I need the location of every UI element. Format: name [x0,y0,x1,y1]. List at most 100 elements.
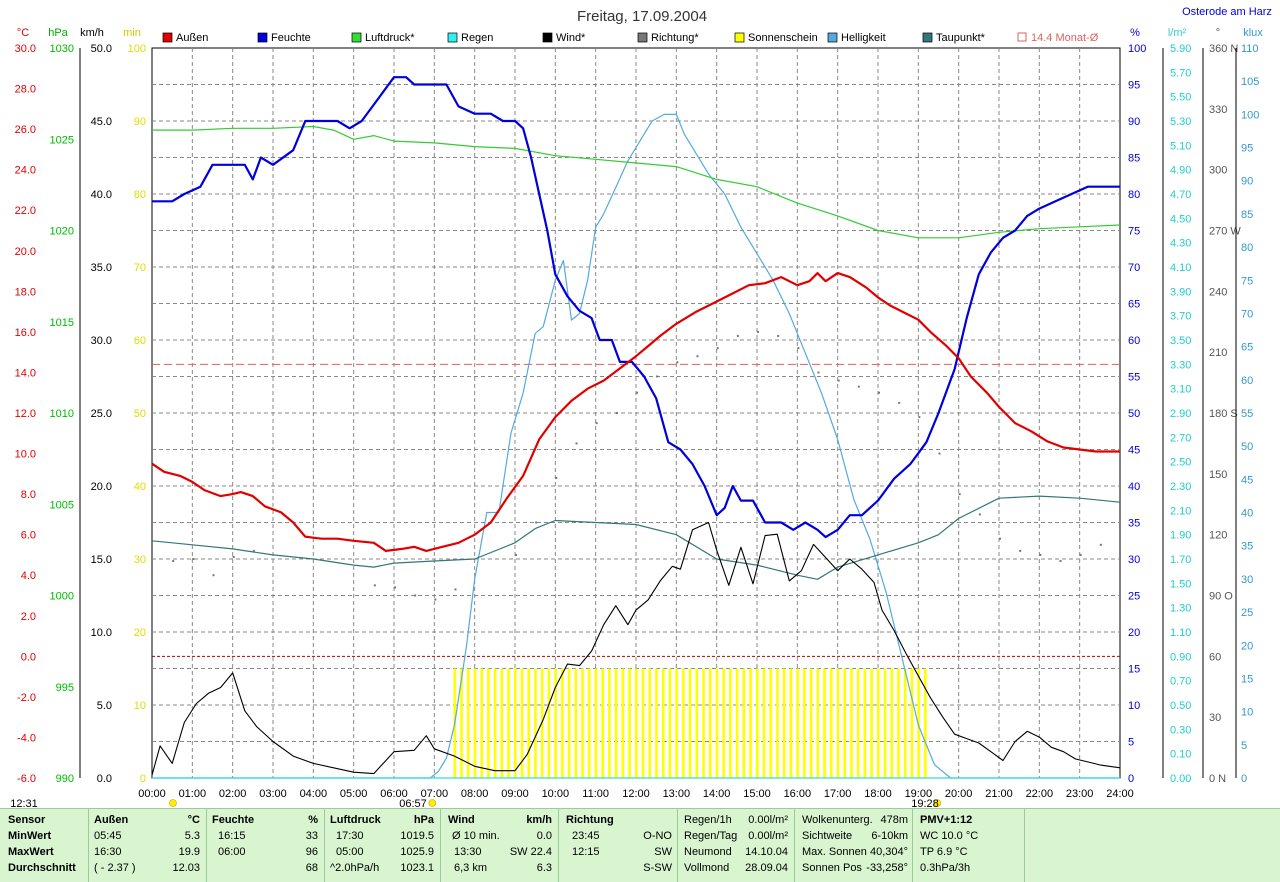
wind-tick-label: 10.0 [91,627,112,639]
axis-unit-pressure: hPa [48,27,68,39]
lux-tick-label: 10 [1241,707,1253,719]
chart-legend: Außen Feuchte Luftdruck* Regen Wind* Richtung… [162,32,1099,44]
pmv-windchill: WC 10.0 °C [920,830,979,842]
sunshine-bar [729,668,732,778]
direction-point [515,553,517,556]
direction-tick-label: 300 [1209,165,1227,177]
humidity-tick-label: 20 [1128,627,1140,639]
legend-label: Feuchte [271,32,311,44]
rain-tick-label: 1.70 [1170,554,1191,566]
lux-tick-label: 110 [1241,43,1259,55]
feuchte-avg-value: 68 [305,862,318,874]
richtung-min-value: O-NO [643,830,672,842]
time-tick-label: 24:00 [1106,788,1134,800]
lux-tick-label: 65 [1241,342,1253,354]
direction-point [394,586,396,589]
time-tick-label: 03:00 [259,788,287,800]
legend-label: Richtung* [651,32,699,44]
sunshine-bar [648,668,652,778]
legend-label: 14.4 Monat-Ø [1031,32,1099,44]
location-label[interactable]: Osterode am Harz [1182,6,1272,18]
sonnen-pos-label: Sonnen Pos [802,862,862,874]
sunshine-bar [621,668,625,778]
pressure-tick-label: 1010 [50,408,74,420]
footer-aussen-unit: °C [187,814,200,826]
legend-swatch [637,32,648,43]
feuchte-min-value: 33 [305,830,318,842]
luftdruck-min-value: 1019.5 [400,830,434,842]
pressure-tick-label: 995 [56,682,74,694]
temp-tick-label: 26.0 [15,124,36,136]
wind-tick-label: 50.0 [91,43,112,55]
lux-tick-label: 95 [1241,143,1253,155]
luftdruck-max-time: 05:00 [336,846,364,858]
wind-tick-label: 0.0 [97,773,112,785]
temp-tick-label: 10.0 [15,449,36,461]
wind-run: 6,3 km [454,862,488,874]
regen-tag-label: Regen/Tag [684,830,738,842]
humidity-tick-label: 25 [1128,591,1140,603]
sunshine-bar [708,668,712,778]
footer-luftdruck-title: Luftdruck [330,814,381,826]
direction-point [373,584,376,587]
sunshine-bar [722,668,725,778]
rain-tick-label: 3.50 [1170,335,1191,347]
chart-grid [151,47,1121,779]
humidity-tick-label: 85 [1128,153,1140,165]
feuchte-max-time: 06:00 [218,846,246,858]
direction-point [757,330,759,333]
humidity-tick-label: 10 [1128,700,1140,712]
lux-tick-label: 60 [1241,375,1253,387]
time-tick-label: 12:00 [622,788,650,800]
lux-tick-label: 70 [1241,308,1253,320]
sunset-marker [933,799,942,807]
time-tick-label: 10:00 [542,788,570,800]
wolkenunterg-label: Wolkenunterg. [802,814,873,826]
footer-max-label: MaxWert [8,846,54,858]
lux-tick-label: 35 [1241,541,1253,553]
sunshine-bar [917,668,920,778]
luftdruck-min-time: 17:30 [336,830,364,842]
sunshine-bar [507,668,510,778]
sun-tick-label: 30 [134,554,146,566]
wind-tick-label: 25.0 [91,408,112,420]
rain-tick-label: 0.90 [1170,651,1191,663]
humidity-tick-label: 50 [1128,408,1140,420]
sunshine-bar [601,668,604,778]
sunshine-bar [769,668,773,778]
humidity-tick-label: 100 [1128,43,1146,55]
moon-time: 12:31 [10,798,38,808]
humidity-tick-label: 90 [1128,116,1140,128]
humidity-tick-label: 45 [1128,445,1140,457]
footer-divider [794,809,795,882]
footer-wolken-column: Wolkenunterg. 478m Sichtweite 6-10km Max. … [802,812,910,880]
time-tick-label: 11:00 [582,788,609,800]
footer-divider [206,809,207,882]
humidity-tick-label: 15 [1128,664,1140,676]
left-axes: 30.0 28.0 26.0 24.0 22.0 20.0 18.0 16.0 14.0 12.0… [15,43,146,785]
direction-point [172,560,175,563]
wind-avg-value: 6.3 [536,862,552,874]
humidity-tick-label: 40 [1128,481,1140,493]
wind-tick-label: 45.0 [91,116,112,128]
footer-richtung-title: Richtung [566,814,614,826]
lux-tick-label: 85 [1241,209,1253,221]
time-tick-label: 05:00 [340,788,368,800]
sunshine-bar [527,668,531,778]
sun-tick-label: 50 [134,408,146,420]
footer-wind-column: Wind km/h Ø 10 min. 0.0 13:30 SW 22.4 6,3 k… [448,812,554,880]
rain-tick-label: 3.90 [1170,286,1191,298]
direction-tick-label: 150 [1209,469,1227,481]
wind-max-time: 13:30 [454,846,482,858]
direction-point [817,371,820,374]
sunshine-bar [809,668,813,778]
sunshine-bar [796,668,799,778]
aussen-avg-value: 12.03 [172,862,200,874]
sunshine-bar [742,668,746,778]
legend-swatch [351,32,362,43]
direction-point [212,574,215,577]
sunshine-bar [782,668,786,778]
direction-point [797,347,800,350]
richtung-max-value: SW [654,846,672,858]
sunshine-bar [877,668,880,778]
